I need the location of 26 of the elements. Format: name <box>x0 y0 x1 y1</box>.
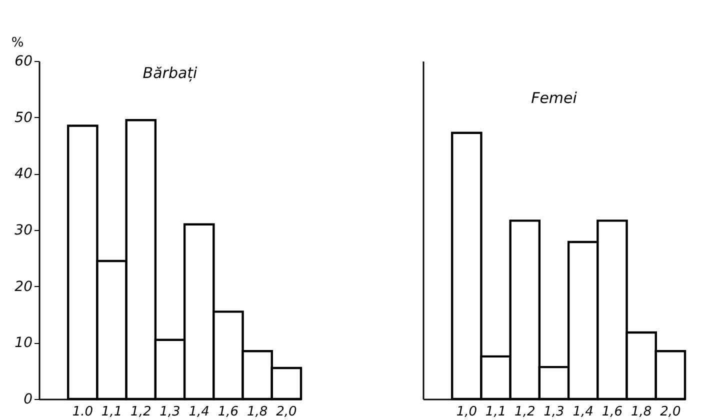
x-tick-label: 1,6 <box>602 404 623 420</box>
x-tick-label: 1,1 <box>485 404 506 420</box>
x-tick-label: 2,0 <box>660 404 681 420</box>
y-axis-title: % <box>11 36 24 50</box>
y-tick-label: 10 <box>14 335 33 352</box>
x-tick-label: 1,6 <box>218 404 239 420</box>
chart-title: Bărbați <box>142 64 198 82</box>
y-tick-label: 20 <box>14 278 33 295</box>
x-tick-label: 1,2 <box>514 404 536 420</box>
x-tick-label: 1,2 <box>130 404 152 420</box>
x-tick-label: 2,0 <box>276 404 297 420</box>
x-tick-label: 1,1 <box>101 404 122 420</box>
x-tick-label: 1,0 <box>456 404 478 420</box>
x-tick-label: 1,8 <box>246 404 268 420</box>
y-tick-label: 40 <box>14 166 33 182</box>
y-tick-label: 30 <box>14 222 33 238</box>
x-tick-label: 1,8 <box>630 404 652 420</box>
chart-title: Femei <box>531 89 578 107</box>
x-tick-label: 1,3 <box>160 404 180 420</box>
y-tick-label: 0 <box>24 392 33 408</box>
x-tick-label: 1,3 <box>544 404 564 420</box>
x-tick-label: 1,4 <box>188 404 210 420</box>
x-tick-label: 1,4 <box>572 404 594 420</box>
x-tick-label: 1.0 <box>72 404 94 420</box>
y-tick-label: 60 <box>14 54 33 70</box>
y-tick-label: 50 <box>14 110 33 126</box>
